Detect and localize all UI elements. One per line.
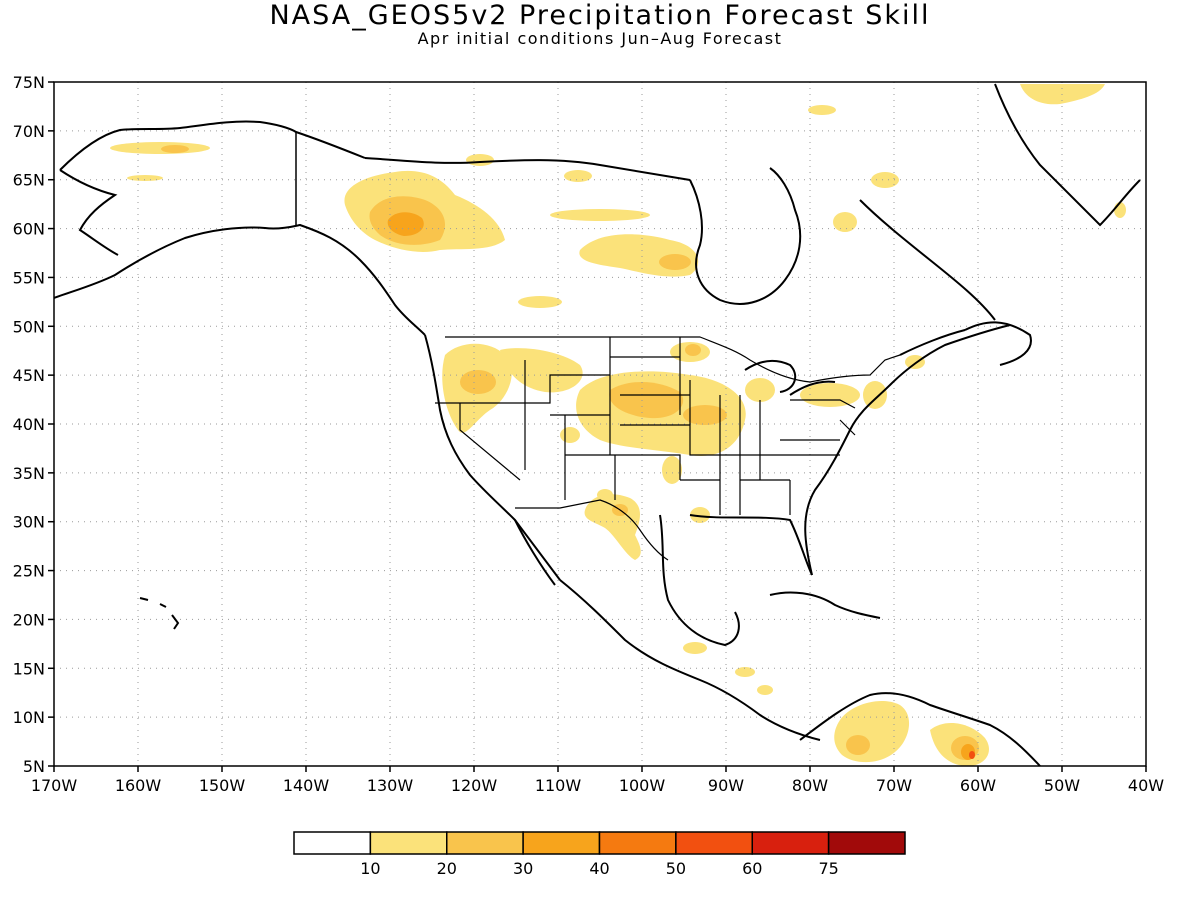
colorbar-label: 20 bbox=[437, 859, 457, 878]
lat-tick-label: 15N bbox=[13, 659, 45, 678]
colorbar-label: 30 bbox=[513, 859, 533, 878]
lon-tick-label: 170W bbox=[31, 776, 78, 795]
gulf-coast bbox=[659, 514, 813, 647]
skill-region-northeast-us bbox=[800, 355, 925, 409]
lat-tick-label: 10N bbox=[13, 708, 45, 727]
canada-maritimes bbox=[899, 321, 1032, 366]
greenland-coast bbox=[994, 83, 1141, 227]
west-coast-us bbox=[424, 334, 561, 581]
skill-region-northwest-us bbox=[442, 342, 710, 433]
skill-region-central-america bbox=[683, 642, 773, 695]
colorbar-label: 40 bbox=[589, 859, 609, 878]
cuba bbox=[769, 591, 881, 619]
lat-tick-label: 60N bbox=[13, 220, 45, 239]
lon-tick-label: 50W bbox=[1044, 776, 1080, 795]
lat-tick-label: 35N bbox=[13, 464, 45, 483]
lon-tick-label: 110W bbox=[535, 776, 582, 795]
labrador-coast bbox=[859, 199, 996, 321]
colorbar-label: 75 bbox=[818, 859, 838, 878]
colorbar-label: 10 bbox=[360, 859, 380, 878]
lat-tick-label: 55N bbox=[13, 268, 45, 287]
coastlines bbox=[54, 83, 1141, 766]
east-coast-us bbox=[804, 324, 1011, 576]
colorbar-swatch bbox=[751, 831, 830, 855]
lon-tick-label: 80W bbox=[792, 776, 828, 795]
us-mexico-border bbox=[515, 499, 669, 561]
south-america-coast bbox=[799, 692, 1041, 766]
colorbar-label: 60 bbox=[742, 859, 762, 878]
great-lakes bbox=[744, 359, 836, 396]
alaska-coastline bbox=[54, 223, 426, 336]
lon-tick-label: 140W bbox=[283, 776, 330, 795]
lon-tick-label: 150W bbox=[199, 776, 246, 795]
baja-mexico-coast bbox=[514, 519, 821, 741]
alaska-west-coast bbox=[59, 169, 119, 256]
map-title: NASA_GEOS5v2 Precipitation Forecast Skil… bbox=[269, 0, 931, 31]
skill-region-central-plains bbox=[560, 371, 775, 484]
lon-tick-label: 90W bbox=[708, 776, 744, 795]
colorbar-legend: 10 20 30 40 50 60 75 bbox=[293, 831, 906, 878]
lon-tick-label: 160W bbox=[115, 776, 162, 795]
map-subtitle: Apr initial conditions Jun–Aug Forecast bbox=[417, 29, 783, 48]
colorbar-swatch bbox=[675, 831, 753, 855]
state-lines-east bbox=[739, 395, 856, 515]
skill-region-canada-central bbox=[518, 105, 899, 308]
colorbar-swatch bbox=[827, 831, 906, 855]
us-canada-border bbox=[445, 336, 901, 383]
lat-tick-label: 25N bbox=[13, 562, 45, 581]
lat-tick-label: 70N bbox=[13, 122, 45, 141]
lon-tick-label: 60W bbox=[960, 776, 996, 795]
state-lines-west bbox=[435, 360, 681, 500]
political-borders bbox=[435, 336, 901, 561]
lat-tick-label: 5N bbox=[23, 757, 45, 776]
colorbar-swatch bbox=[446, 831, 524, 855]
lon-tick-label: 120W bbox=[451, 776, 498, 795]
lat-tick-label: 45N bbox=[13, 366, 45, 385]
lon-tick-label: 40W bbox=[1128, 776, 1164, 795]
arctic-coast-canada bbox=[364, 157, 691, 181]
skill-region-south-america bbox=[834, 700, 989, 766]
colorbar-swatch bbox=[293, 831, 372, 855]
lat-tick-label: 20N bbox=[13, 610, 45, 629]
lat-tick-label: 50N bbox=[13, 317, 45, 336]
skill-region-yukon bbox=[344, 154, 505, 252]
skill-region-texas bbox=[584, 489, 710, 560]
latitude-axis: 75N 70N 65N 60N 55N 50N 45N 40N 35N 30N 25N 20N 15N 1… bbox=[13, 73, 54, 776]
lon-tick-label: 100W bbox=[619, 776, 666, 795]
lat-tick-label: 30N bbox=[13, 513, 45, 532]
grid-lines bbox=[54, 82, 1146, 766]
hudson-bay bbox=[689, 167, 802, 305]
colorbar-swatch bbox=[598, 831, 677, 855]
longitude-axis: 170W 160W 150W 140W 130W 120W 110W 100W 90W 80W 70… bbox=[31, 766, 1164, 795]
skill-region-alaska bbox=[110, 142, 210, 181]
hawaii bbox=[139, 597, 180, 630]
state-lines-central bbox=[609, 337, 840, 515]
colorbar-swatch bbox=[522, 831, 601, 855]
skill-shading bbox=[110, 84, 1126, 766]
alaska-north-coast bbox=[59, 120, 366, 171]
lon-tick-label: 130W bbox=[367, 776, 414, 795]
colorbar-label: 50 bbox=[666, 859, 686, 878]
lon-tick-label: 70W bbox=[876, 776, 912, 795]
lat-tick-label: 75N bbox=[13, 73, 45, 92]
colorbar-swatch bbox=[369, 831, 448, 855]
lat-tick-label: 40N bbox=[13, 415, 45, 434]
lat-tick-label: 65N bbox=[13, 171, 45, 190]
